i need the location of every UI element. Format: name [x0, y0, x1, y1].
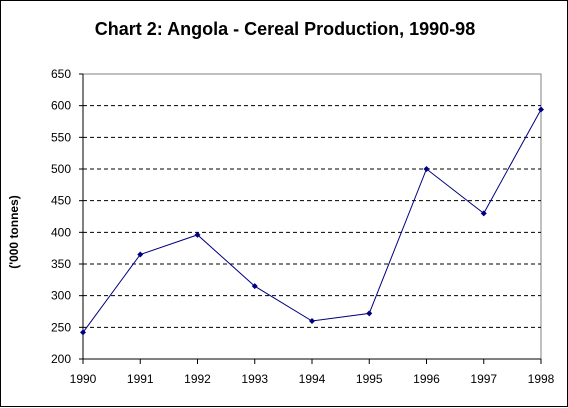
y-tick-label: 400 [51, 225, 71, 239]
series-line [82, 109, 542, 333]
x-tick-label: 1990 [70, 372, 97, 386]
x-tick-label: 1993 [241, 372, 268, 386]
x-tick-label: 1998 [528, 372, 555, 386]
x-tick-label: 1997 [470, 372, 497, 386]
y-tick-label: 350 [51, 257, 71, 271]
y-tick-label: 650 [51, 67, 71, 81]
y-tick-label: 200 [51, 352, 71, 366]
x-tick-label: 1994 [299, 372, 326, 386]
y-tick-label: 500 [51, 162, 71, 176]
data-point [80, 329, 86, 336]
data-point [538, 106, 544, 113]
data-point [423, 166, 430, 172]
y-axis-label: ('000 tonnes) [7, 195, 21, 269]
y-tick-label: 550 [51, 130, 71, 144]
data-point [309, 318, 315, 324]
plot-border [82, 73, 542, 360]
x-tick-label: 1992 [184, 372, 211, 386]
y-tick-label: 250 [51, 320, 71, 334]
y-tick-label: 600 [51, 99, 71, 113]
data-point [194, 231, 201, 238]
y-tick-label: 300 [51, 289, 71, 303]
plot-area: 200 250 300 350 400 450 500 550 600 650 1990 1991 19… [51, 67, 555, 386]
y-tick-label: 450 [51, 194, 71, 208]
data-point [137, 251, 144, 258]
x-tick-label: 1996 [413, 372, 440, 386]
chart-title: Chart 2: Angola - Cereal Production, 199… [95, 19, 475, 39]
data-point [480, 210, 487, 217]
x-tick-label: 1991 [127, 372, 154, 386]
data-point [251, 283, 258, 290]
data-point [366, 310, 373, 317]
x-tick-label: 1995 [356, 372, 383, 386]
